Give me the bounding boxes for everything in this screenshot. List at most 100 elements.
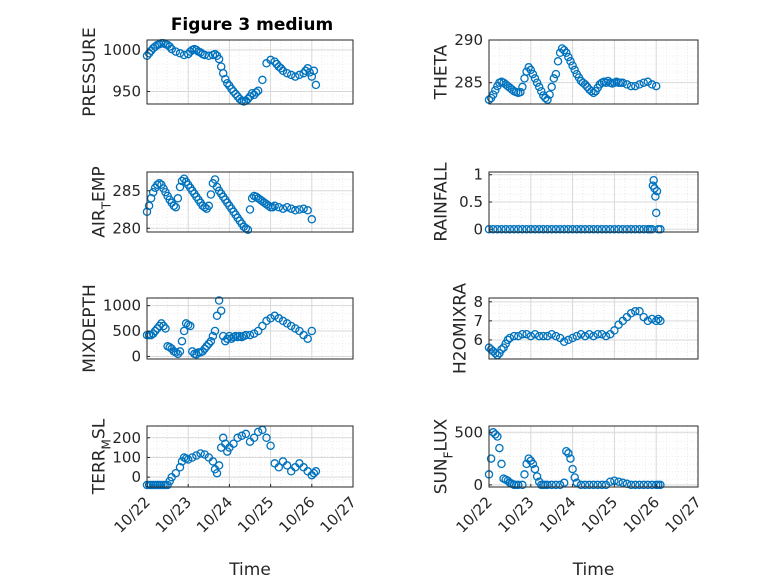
data-point [192,45,201,55]
data-point [622,225,632,234]
axes-box [488,425,699,488]
data-point [212,311,222,321]
axes-box [488,297,699,360]
data-point [192,451,201,460]
data-point [631,81,640,91]
y-axis-label-main: TERR [90,449,110,495]
data-point [245,330,255,340]
data-point [618,478,628,488]
data-point [295,205,304,214]
data-point [551,480,561,490]
data-point [631,480,640,490]
data-point [169,201,179,211]
data-point [173,349,183,359]
data-point [148,329,158,338]
y-tick-label: 285 [454,74,483,92]
data-point [282,461,292,470]
y-tick-label: 0 [131,468,141,486]
y-tick-label: 1000 [103,297,141,315]
data-point [647,314,657,324]
axes-box [488,39,699,105]
data-point [150,326,160,336]
y-axis-label: MIXDEPTH [80,284,100,373]
data-point [635,80,644,89]
data-point [266,55,275,65]
y-axis-label-subscript: M [100,439,114,449]
data-point [233,433,242,443]
data-point [247,194,257,203]
data-point [276,64,286,73]
data-point [650,184,659,193]
data-point [171,468,181,478]
data-point [534,225,544,234]
data-point [639,78,648,87]
data-point [204,339,214,349]
y-tick-label: 7 [473,312,483,330]
data-point [651,316,661,326]
y-axis-label-main: MIXDEPTH [80,284,100,373]
data-point [274,314,284,323]
data-point [580,80,590,89]
y-axis-label-subscript: T [100,201,114,210]
data-point [572,331,582,341]
y-tick-label: 500 [112,322,141,340]
data-point [241,429,251,439]
data-point [626,480,636,490]
data-point [309,468,319,478]
data-point [507,85,517,94]
data-point [530,225,540,234]
data-point [196,449,205,458]
data-point [635,480,644,490]
y-axis-label: RAINFALL [432,162,452,242]
y-tick-label: 500 [454,423,483,441]
data-point [282,68,292,78]
data-point [214,296,224,305]
data-point [626,309,636,318]
data-point [303,334,312,343]
data-point [643,480,653,490]
data-point [237,431,247,441]
data-point [231,89,240,99]
data-point [559,337,569,347]
data-point [568,333,577,343]
data-point [153,180,162,189]
data-point [509,225,519,234]
data-point [518,329,527,339]
data-point [202,342,211,351]
data-point [551,331,561,341]
data-point [210,326,220,336]
data-point [518,82,527,92]
data-point [253,86,263,95]
data-point [286,204,296,213]
data-point [210,175,220,184]
data-point [547,480,556,490]
data-point [305,68,314,77]
data-point [264,201,273,211]
data-point [543,95,552,104]
data-point [626,225,636,234]
data-point [245,205,255,214]
data-point [223,334,232,343]
data-point [171,202,181,212]
data-point [614,477,623,486]
data-point [518,480,527,490]
data-point [635,225,644,234]
data-point [622,80,632,89]
data-point [295,70,304,80]
data-point [157,319,166,328]
data-point [654,314,663,324]
data-point [258,75,267,85]
data-point [559,45,569,55]
data-point [562,48,571,58]
data-point [564,335,573,345]
data-point [547,82,556,92]
data-point [597,329,607,339]
data-point [526,65,536,75]
data-point [543,480,552,490]
data-point [543,331,552,341]
data-point [183,455,193,464]
